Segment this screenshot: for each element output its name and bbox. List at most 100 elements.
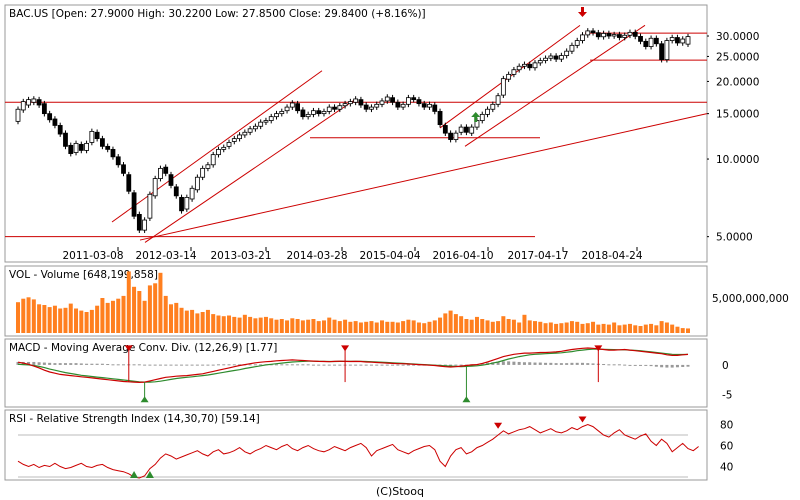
- candle: [68, 144, 74, 154]
- candle: [400, 103, 406, 108]
- candle: [31, 98, 37, 103]
- candle: [416, 99, 422, 105]
- candle: [253, 125, 258, 130]
- macd-histogram-bar: [58, 363, 62, 365]
- macd-histogram-bar: [95, 363, 99, 365]
- macd-histogram-bar: [227, 364, 231, 366]
- macd-histogram-bar: [322, 364, 326, 366]
- candle: [147, 193, 153, 219]
- price-y-label: 5.0000: [716, 232, 753, 244]
- volume-bar: [248, 316, 253, 333]
- candle: [490, 103, 496, 110]
- candle: [73, 142, 79, 153]
- candle: [78, 143, 84, 151]
- macd-histogram-bar: [206, 364, 210, 366]
- macd-histogram-bar: [507, 361, 511, 365]
- candle: [664, 40, 670, 61]
- macd-histogram-bar: [533, 362, 537, 365]
- candle: [342, 103, 348, 107]
- svg-text:BAC.US [Open: 27: BAC.US [Open: 27.9000 High: 30.2200 Low:…: [9, 8, 426, 20]
- rsi-line: [17, 423, 699, 479]
- volume-bar: [126, 271, 131, 333]
- volume-bar: [79, 310, 84, 333]
- macd-histogram-bar: [90, 363, 94, 365]
- candle: [685, 36, 691, 45]
- volume-bar: [89, 309, 94, 333]
- volume-bar: [385, 321, 390, 333]
- candle: [337, 105, 343, 110]
- price-y-label: 25.0000: [716, 51, 759, 63]
- rsi-line: [17, 416, 699, 479]
- volume-bar: [459, 316, 464, 333]
- candle: [458, 126, 464, 133]
- volume-bar: [638, 326, 643, 333]
- volume-bar: [659, 321, 664, 333]
- macd-histogram-bar: [480, 363, 484, 365]
- candle: [495, 95, 501, 105]
- macd-histogram-bar: [174, 364, 178, 366]
- macd-histogram-bar: [617, 364, 621, 366]
- macd-histogram-bar: [275, 364, 279, 366]
- macd-histogram-bar: [232, 364, 236, 366]
- candle: [421, 103, 427, 108]
- volume-bar: [269, 318, 274, 333]
- volume-bar: [353, 321, 358, 333]
- macd-histogram-bar: [201, 364, 205, 366]
- macd-histogram-bar: [633, 364, 637, 366]
- candle: [632, 31, 638, 37]
- candle: [52, 118, 58, 126]
- volume-bar: [501, 316, 506, 333]
- volume-bar: [448, 310, 453, 333]
- macd-histogram-bar: [369, 364, 373, 366]
- rsi-y-axis: 40 60 80: [720, 419, 733, 473]
- candle: [57, 125, 63, 135]
- macd-histogram-bar: [359, 364, 363, 366]
- macd-histogram-bar: [327, 364, 331, 366]
- candle: [242, 131, 248, 136]
- macd-histogram-bar: [565, 363, 569, 365]
- candle: [20, 101, 26, 111]
- header-open-label: Open:: [56, 8, 88, 20]
- candle: [47, 113, 53, 121]
- macd-histogram-bar: [602, 364, 606, 366]
- macd-histogram-bar: [37, 362, 41, 365]
- volume-bar: [153, 283, 158, 333]
- candle: [659, 43, 665, 61]
- down-triangle-icon: [341, 345, 350, 352]
- volume-bar: [132, 286, 137, 333]
- volume-bar: [596, 324, 601, 333]
- rsi-y-label: 80: [720, 419, 733, 431]
- trendline-6: [111, 70, 323, 223]
- volume-bar: [285, 320, 290, 333]
- macd-histogram-bar: [100, 363, 104, 365]
- macd-histogram-bar: [517, 361, 521, 365]
- macd-histogram-bar: [238, 364, 242, 366]
- macd-histogram-bar: [74, 363, 78, 365]
- volume-bar: [612, 322, 617, 333]
- credit-text: (C)Stooq: [375, 485, 424, 498]
- macd-histogram-bar: [222, 364, 226, 366]
- volume-title: VOL - Volume [648,199,858]: [9, 269, 158, 281]
- macd-histogram-bar: [16, 361, 20, 365]
- volume-bar: [606, 324, 611, 333]
- volume-bar: [21, 298, 26, 333]
- volume-bar: [506, 319, 511, 333]
- candle: [569, 44, 575, 52]
- volume-bar: [517, 322, 522, 333]
- macd-histogram-bar: [628, 364, 632, 366]
- macd-histogram-bar: [401, 364, 405, 366]
- macd-histogram-bar: [63, 363, 67, 365]
- volume-bar: [627, 323, 632, 333]
- candle: [506, 73, 512, 80]
- macd-histogram-bar: [591, 363, 595, 365]
- volume-bar: [337, 321, 342, 333]
- candle: [643, 40, 649, 47]
- volume-bar: [232, 316, 237, 333]
- up-triangle-icon: [140, 396, 149, 403]
- down-triangle-icon: [594, 345, 603, 352]
- candle: [332, 106, 337, 110]
- volume-bar: [675, 326, 680, 333]
- macd-histogram-bar: [85, 363, 89, 365]
- candle: [558, 55, 564, 60]
